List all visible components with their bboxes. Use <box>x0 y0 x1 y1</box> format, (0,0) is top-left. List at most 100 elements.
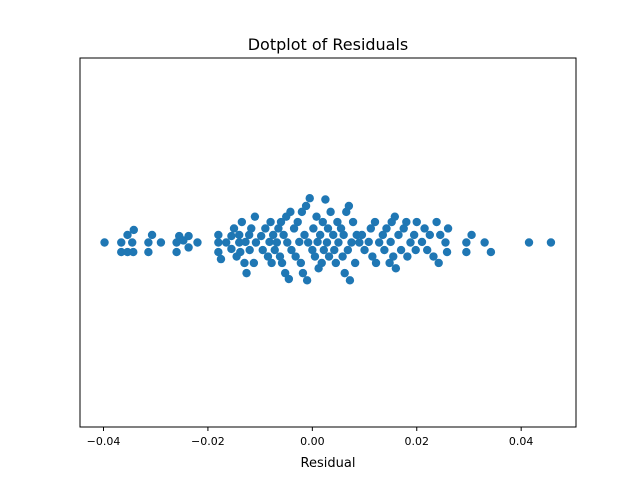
data-point <box>247 224 256 233</box>
data-point <box>245 245 254 255</box>
data-point <box>309 224 318 233</box>
data-point <box>389 252 398 261</box>
data-point <box>297 207 307 217</box>
data-point <box>420 224 429 233</box>
data-point <box>235 238 244 247</box>
data-point <box>386 237 395 247</box>
data-point <box>357 230 367 240</box>
data-point <box>370 217 380 227</box>
data-point <box>284 274 294 284</box>
data-point <box>286 207 295 217</box>
plot-area-frame <box>79 57 577 428</box>
data-point <box>360 245 369 255</box>
data-point <box>313 237 322 247</box>
data-point <box>296 258 306 268</box>
chart-title: Dotplot of Residuals <box>248 35 409 54</box>
data-point <box>486 247 496 257</box>
data-point <box>229 224 239 233</box>
data-point <box>432 217 441 227</box>
data-point <box>302 276 312 285</box>
data-point <box>324 252 334 261</box>
data-point <box>123 230 132 240</box>
data-point <box>333 217 342 227</box>
data-point <box>411 245 420 255</box>
data-point <box>305 194 314 203</box>
data-point <box>240 258 249 268</box>
data-point <box>241 237 250 247</box>
data-point <box>277 258 287 268</box>
data-point <box>244 230 254 240</box>
data-point <box>323 224 333 233</box>
data-point <box>402 217 411 227</box>
data-point <box>261 224 270 233</box>
data-point <box>462 238 471 247</box>
data-point <box>436 230 445 240</box>
data-point <box>172 238 181 247</box>
data-point <box>272 238 282 247</box>
data-point <box>250 212 260 221</box>
data-point <box>319 245 329 255</box>
data-point <box>221 238 231 247</box>
data-point <box>443 224 453 233</box>
data-point <box>343 245 353 255</box>
data-point <box>409 230 419 240</box>
data-point <box>441 238 450 247</box>
data-point <box>251 238 261 247</box>
data-point <box>396 245 406 255</box>
data-point <box>546 238 556 247</box>
data-point <box>287 245 296 255</box>
data-point <box>291 252 300 261</box>
data-point <box>350 258 360 268</box>
data-point <box>237 217 247 227</box>
data-point <box>326 207 335 217</box>
data-point <box>303 238 313 247</box>
data-point <box>312 212 321 221</box>
data-point <box>128 238 137 247</box>
data-points-group <box>100 194 556 285</box>
data-point <box>382 224 391 233</box>
data-point <box>339 230 348 240</box>
data-point <box>144 247 153 257</box>
data-point <box>300 230 309 240</box>
data-point <box>329 230 338 240</box>
data-point <box>265 237 274 247</box>
data-point <box>184 243 193 252</box>
data-point <box>100 238 109 247</box>
data-point <box>123 247 132 257</box>
data-point <box>340 268 349 278</box>
data-point <box>338 252 347 261</box>
data-point <box>156 238 166 247</box>
data-point <box>293 217 302 227</box>
data-point <box>216 254 226 264</box>
data-point <box>268 230 278 240</box>
data-point <box>390 212 400 221</box>
data-point <box>345 276 355 285</box>
data-point <box>406 238 415 247</box>
x-tick-label: 0.00 <box>300 435 325 448</box>
data-point <box>267 258 276 268</box>
data-point <box>298 268 308 278</box>
data-point <box>193 238 202 247</box>
data-point <box>227 231 236 241</box>
data-point <box>399 224 408 233</box>
data-point <box>295 237 304 247</box>
data-point <box>417 237 427 247</box>
x-tick-label: 0.04 <box>509 435 534 448</box>
data-point <box>236 247 245 257</box>
data-point <box>172 247 181 257</box>
data-point <box>242 268 251 278</box>
data-point <box>336 224 346 233</box>
data-point <box>275 252 285 261</box>
data-point <box>334 238 343 247</box>
data-point <box>214 238 223 247</box>
data-point <box>371 258 381 268</box>
data-point <box>429 252 438 261</box>
data-point <box>214 247 223 257</box>
data-point <box>330 245 339 255</box>
data-point <box>434 258 443 268</box>
data-point <box>442 247 452 257</box>
data-point <box>378 230 388 240</box>
data-point <box>385 258 394 268</box>
data-point <box>322 238 332 247</box>
